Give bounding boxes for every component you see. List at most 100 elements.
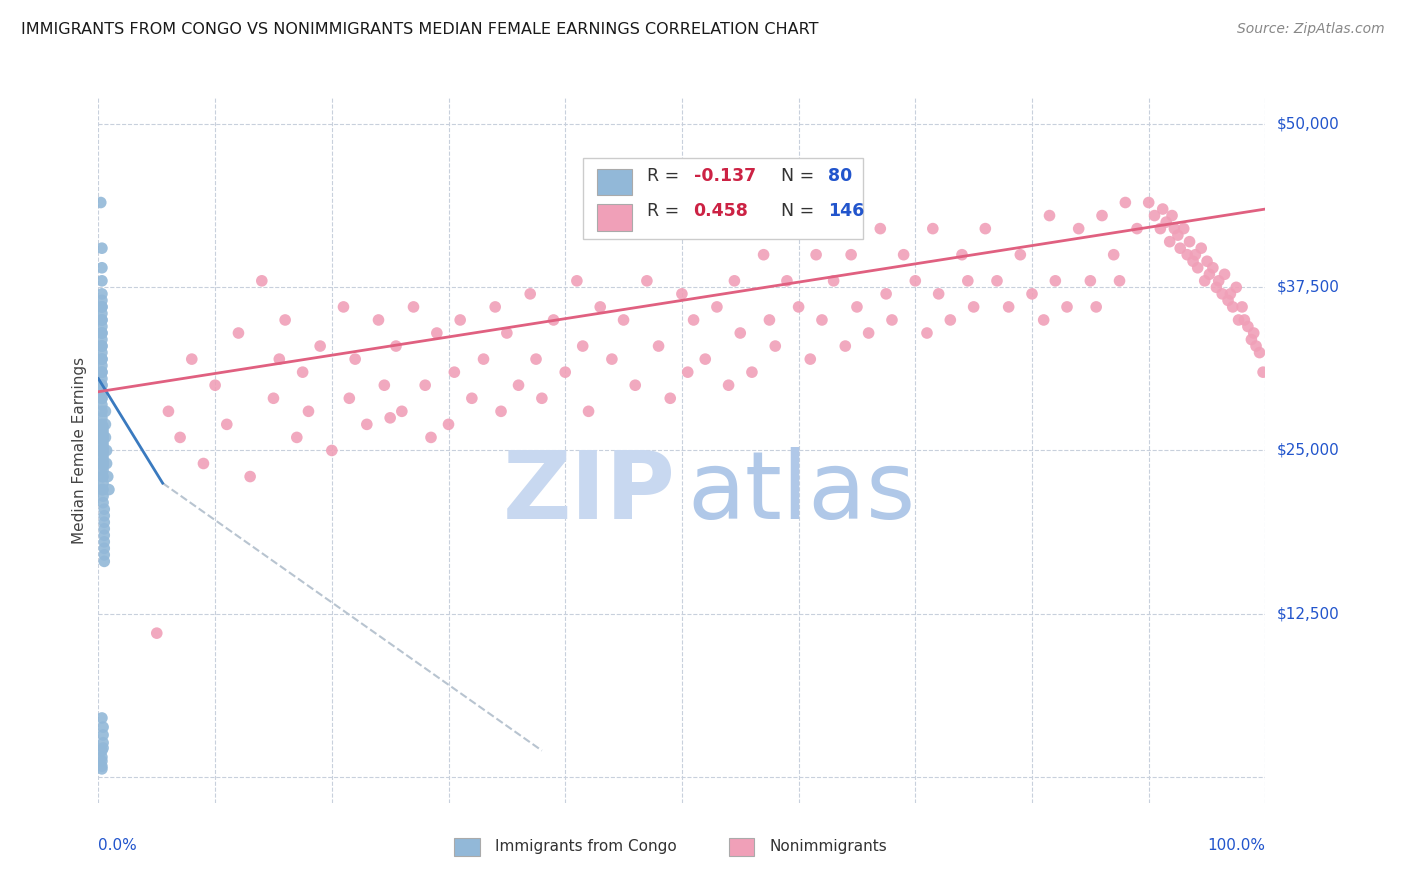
Point — [997, 300, 1019, 314]
Text: R =: R = — [647, 167, 685, 185]
Point — [91, 463, 114, 477]
Point — [91, 441, 114, 455]
Point — [90, 469, 112, 483]
Point — [90, 378, 112, 392]
Point — [752, 248, 775, 262]
Point — [449, 313, 471, 327]
Point — [91, 728, 114, 742]
Point — [90, 759, 112, 773]
Bar — [454, 838, 479, 855]
Point — [962, 300, 984, 314]
Point — [811, 313, 834, 327]
Point — [484, 300, 506, 314]
Point — [1085, 300, 1108, 314]
Point — [671, 286, 693, 301]
Point — [96, 443, 118, 458]
Point — [291, 365, 314, 379]
Point — [437, 417, 460, 432]
Point — [1045, 274, 1067, 288]
Text: -0.137: -0.137 — [693, 167, 755, 185]
Point — [799, 352, 821, 367]
Point — [776, 274, 799, 288]
Point — [624, 378, 647, 392]
Point — [1244, 339, 1267, 353]
Point — [90, 754, 112, 768]
Text: ZIP: ZIP — [503, 447, 676, 539]
Point — [385, 339, 408, 353]
Point — [180, 352, 202, 367]
Point — [91, 476, 114, 491]
Point — [90, 339, 112, 353]
Text: $12,500: $12,500 — [1277, 606, 1340, 621]
Point — [91, 443, 114, 458]
Point — [90, 241, 112, 255]
Point — [647, 339, 669, 353]
Point — [893, 248, 915, 262]
Point — [90, 260, 112, 275]
Point — [90, 398, 112, 412]
Point — [1154, 215, 1177, 229]
Point — [90, 365, 112, 379]
Point — [90, 274, 112, 288]
Point — [91, 741, 114, 756]
Point — [1216, 293, 1239, 308]
Point — [91, 430, 114, 444]
Point — [1168, 241, 1191, 255]
Point — [1219, 286, 1241, 301]
Point — [157, 404, 180, 418]
Point — [1208, 274, 1230, 288]
Point — [939, 313, 962, 327]
Point — [1249, 345, 1271, 359]
Point — [986, 274, 1008, 288]
Point — [846, 300, 869, 314]
Point — [91, 483, 114, 497]
Point — [204, 378, 226, 392]
Point — [472, 352, 495, 367]
Point — [193, 457, 215, 471]
Point — [1173, 221, 1195, 235]
Point — [1152, 202, 1174, 216]
Bar — [596, 169, 631, 195]
Point — [1233, 313, 1256, 327]
Point — [443, 365, 465, 379]
Point — [91, 457, 114, 471]
Point — [869, 221, 891, 235]
Point — [763, 339, 786, 353]
Point — [524, 352, 547, 367]
Point — [834, 339, 856, 353]
Point — [90, 195, 112, 210]
Point — [90, 372, 112, 386]
Text: 0.0%: 0.0% — [98, 838, 138, 853]
Point — [90, 483, 112, 497]
Point — [1194, 274, 1216, 288]
Point — [90, 345, 112, 359]
Point — [1137, 195, 1160, 210]
Point — [1143, 209, 1166, 223]
Point — [91, 489, 114, 503]
Point — [565, 274, 588, 288]
Point — [380, 410, 402, 425]
Point — [1167, 228, 1189, 243]
Point — [1038, 209, 1060, 223]
Point — [1195, 254, 1218, 268]
Point — [1251, 365, 1274, 379]
Point — [285, 430, 308, 444]
Point — [91, 437, 114, 451]
Point — [91, 450, 114, 464]
Point — [1126, 221, 1149, 235]
Point — [823, 274, 845, 288]
Point — [904, 274, 927, 288]
Point — [90, 711, 112, 725]
Text: $25,000: $25,000 — [1277, 443, 1340, 458]
Point — [91, 424, 114, 438]
Point — [1032, 313, 1054, 327]
FancyBboxPatch shape — [582, 158, 863, 239]
Point — [90, 391, 112, 405]
Point — [1240, 333, 1263, 347]
Point — [90, 750, 112, 764]
Point — [90, 743, 112, 757]
Point — [91, 736, 114, 750]
Point — [1187, 260, 1209, 275]
Point — [269, 352, 291, 367]
Point — [723, 274, 745, 288]
